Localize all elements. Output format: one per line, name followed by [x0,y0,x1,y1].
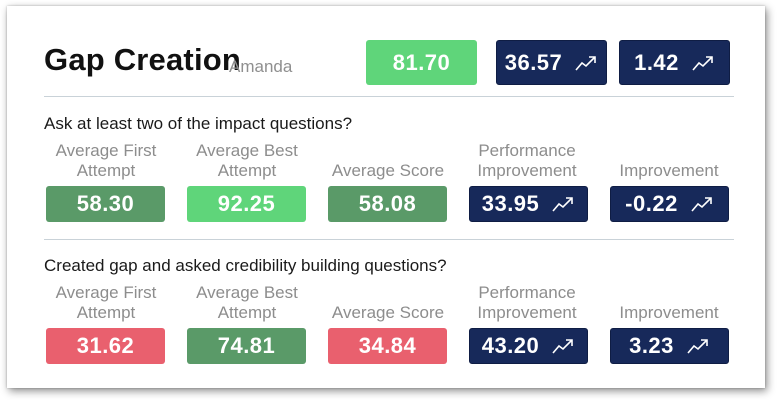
performance-improvement-label: Performance Improvement [477,141,577,180]
performance-improvement-value: 33.95 [481,191,540,216]
overall-score-tile: 81.70 [366,40,477,85]
overall-performance-improvement-tile: 36.57 [496,40,607,85]
avg-score-label: Average Score [331,161,445,180]
divider [44,96,734,97]
overall-score-value: 81.70 [392,49,451,75]
avg-best-attempt-value: 92.25 [217,191,276,216]
avg-score-label: Average Score [331,303,445,322]
avg-score-tile: 58.08 [328,186,447,222]
avg-best-attempt-tile: 74.81 [187,328,306,364]
avg-first-attempt-value: 58.30 [76,191,135,216]
trend-up-icon [690,194,714,214]
overall-performance-improvement-value: 36.57 [504,49,563,75]
improvement-tile: -0.22 [610,186,729,222]
improvement-label: Improvement [619,161,719,180]
performance-improvement-value: 43.20 [481,333,540,358]
avg-first-attempt-tile: 58.30 [46,186,165,222]
overall-improvement-value: 1.42 [634,49,679,75]
avg-score-value: 58.08 [358,191,417,216]
avg-best-attempt-tile: 92.25 [187,186,306,222]
avg-score-value: 34.84 [358,333,417,358]
user-name: Amanda [229,57,293,76]
improvement-label: Improvement [619,303,719,322]
avg-first-attempt-label: Average First Attempt [55,283,157,322]
avg-first-attempt-value: 31.62 [76,333,135,358]
overall-improvement-tile: 1.42 [619,40,730,85]
trend-up-icon [551,336,575,356]
question-text: Created gap and asked credibility buildi… [44,256,447,275]
gap-creation-card: Gap Creation Amanda 81.70 36.57 1.42 Ask… [7,6,765,388]
trend-up-icon [686,336,710,356]
avg-best-attempt-label: Average Best Attempt [196,283,298,322]
avg-first-attempt-tile: 31.62 [46,328,165,364]
performance-improvement-tile: 43.20 [469,328,588,364]
trend-up-icon [551,194,575,214]
avg-best-attempt-value: 74.81 [217,333,276,358]
avg-score-tile: 34.84 [328,328,447,364]
divider [44,239,734,240]
improvement-value: -0.22 [625,191,678,216]
performance-improvement-tile: 33.95 [469,186,588,222]
card-header: Gap Creation Amanda 81.70 36.57 1.42 [7,6,765,96]
trend-up-icon [574,53,598,73]
improvement-value: 3.23 [629,333,674,358]
question-text: Ask at least two of the impact questions… [44,114,353,133]
performance-improvement-label: Performance Improvement [477,283,577,322]
card-title: Gap Creation [44,42,242,77]
trend-up-icon [691,53,715,73]
improvement-tile: 3.23 [610,328,729,364]
avg-first-attempt-label: Average First Attempt [55,141,157,180]
avg-best-attempt-label: Average Best Attempt [196,141,298,180]
